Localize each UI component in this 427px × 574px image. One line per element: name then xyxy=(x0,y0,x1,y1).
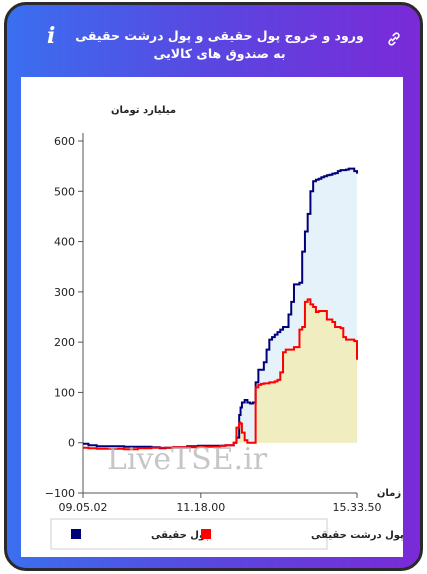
y-tick-label: 0 xyxy=(68,437,75,450)
series-area-2 xyxy=(83,299,357,443)
info-icon[interactable]: i xyxy=(47,23,56,49)
y-tick-label: 400 xyxy=(54,236,75,249)
series-line-2 xyxy=(83,298,358,451)
x-axis-label: زمان xyxy=(377,488,401,499)
y-tick-label: 600 xyxy=(54,135,75,148)
y-tick-label: 300 xyxy=(54,286,75,299)
x-tick-label: 09.05.02 xyxy=(59,501,108,514)
chart-title: ورود و خروج پول حقیقی و پول درشت حقیقی ب… xyxy=(75,28,364,61)
legend: پول حقیقی پول درشت حقیقی xyxy=(50,518,404,550)
y-tick-label: 200 xyxy=(54,336,75,349)
watermark: LiveTSE.ir xyxy=(107,442,268,477)
y-tick-label: −100 xyxy=(45,487,75,500)
y-tick-label: 100 xyxy=(54,386,75,399)
legend-swatch-2 xyxy=(201,529,211,539)
legend-label-2[interactable]: پول درشت حقیقی xyxy=(311,530,404,541)
x-tick-label: 15.33.50 xyxy=(333,501,382,514)
chart-card: i ورود و خروج پول حقیقی و پول درشت حقیقی… xyxy=(4,2,423,571)
plot-area: −100 0 100 200 300 400 500 600 09.05.02 11.18.00… xyxy=(21,77,404,557)
legend-label-1[interactable]: پول حقیقی xyxy=(151,530,209,541)
legend-swatch-1 xyxy=(71,529,81,539)
link-icon[interactable] xyxy=(386,31,402,47)
y-axis-label: میلیارد تومان xyxy=(111,105,176,116)
y-tick-label: 500 xyxy=(54,185,75,198)
x-tick-label: 11.18.00 xyxy=(176,501,225,514)
area-chart: −100 0 100 200 300 400 500 600 09.05.02 11.18.00… xyxy=(45,105,404,550)
chart-header: i ورود و خروج پول حقیقی و پول درشت حقیقی… xyxy=(7,5,420,77)
series-line-1 xyxy=(83,167,358,450)
